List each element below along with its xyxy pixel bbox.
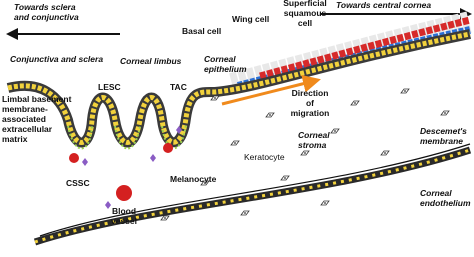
label-line: and conjunctiva — [14, 12, 79, 22]
label-superficial: Superficial squamous cell — [283, 0, 326, 28]
label-line: Towards sclera — [14, 2, 76, 12]
label-line: Direction — [292, 88, 329, 98]
label-line: Corneal — [420, 188, 452, 198]
label-line: epithelium — [204, 64, 247, 74]
label-line: stroma — [298, 140, 327, 150]
label-line: Descemet's — [420, 126, 467, 136]
label-stroma: Corneal stroma — [298, 130, 330, 150]
label-line: Towards central cornea — [336, 0, 431, 10]
label-line: membrane — [420, 136, 463, 146]
label-endothelium: Corneal endothelium — [420, 188, 471, 208]
label-line: squamous — [284, 8, 327, 18]
label-line: Conjunctiva and sclera — [10, 54, 103, 64]
label-lesc: LESC — [98, 82, 121, 92]
label-towards-sclera: Towards sclera and conjunctiva — [14, 2, 79, 22]
label-matrix: Limbal basement membrane-associated extrac… — [2, 94, 72, 144]
label-tac: TAC — [170, 82, 187, 92]
labels: Towards sclera and conjunctiva Towards cen… — [2, 0, 471, 226]
label-line: Basal cell — [182, 26, 221, 36]
label-line: Corneal limbus — [120, 56, 182, 66]
label-towards-cornea: Towards central cornea — [336, 0, 431, 10]
migration-arrow — [221, 74, 321, 106]
label-limbus: Corneal limbus — [120, 56, 182, 66]
blood-vessel — [116, 185, 132, 201]
label-melanocyte: Melanocyte — [170, 174, 217, 184]
blood-vessel — [163, 143, 173, 153]
label-line: associated — [2, 114, 46, 124]
label-line: Corneal — [298, 130, 330, 140]
label-migration: Direction of migration — [291, 88, 330, 118]
label-line: Keratocyte — [244, 152, 285, 162]
blood-vessel — [69, 153, 79, 163]
superficial-layer — [259, 16, 471, 80]
label-epithelium: Corneal epithelium — [204, 54, 247, 74]
label-line: Superficial — [283, 0, 326, 8]
label-basal: Basal cell — [182, 26, 221, 36]
label-line: CSSC — [66, 178, 90, 188]
label-line: membrane- — [2, 104, 48, 114]
melanocytes — [82, 126, 182, 209]
label-conjunctiva: Conjunctiva and sclera — [10, 54, 103, 64]
label-cssc: CSSC — [66, 178, 90, 188]
label-line: Wing cell — [232, 14, 269, 24]
label-line: endothelium — [420, 198, 471, 208]
endothelium-layer — [33, 146, 472, 246]
label-line: migration — [291, 108, 330, 118]
label-wing: Wing cell — [232, 14, 269, 24]
label-vessel: Blood vessel — [111, 206, 137, 226]
basal-cells — [7, 31, 471, 145]
label-line: extracellular — [2, 124, 53, 134]
label-line: Corneal — [204, 54, 236, 64]
descemet-membrane — [39, 143, 471, 237]
label-line: of — [306, 98, 314, 108]
label-line: TAC — [170, 82, 187, 92]
label-line: LESC — [98, 82, 121, 92]
label-line: cell — [298, 18, 312, 28]
label-descemet: Descemet's membrane — [420, 126, 467, 146]
label-line: Melanocyte — [170, 174, 217, 184]
label-line: Blood — [112, 206, 136, 216]
label-line: Limbal basement — [2, 94, 72, 104]
label-line: vessel — [111, 216, 137, 226]
label-line: matrix — [2, 134, 28, 144]
label-keratocyte: Keratocyte — [244, 152, 285, 162]
